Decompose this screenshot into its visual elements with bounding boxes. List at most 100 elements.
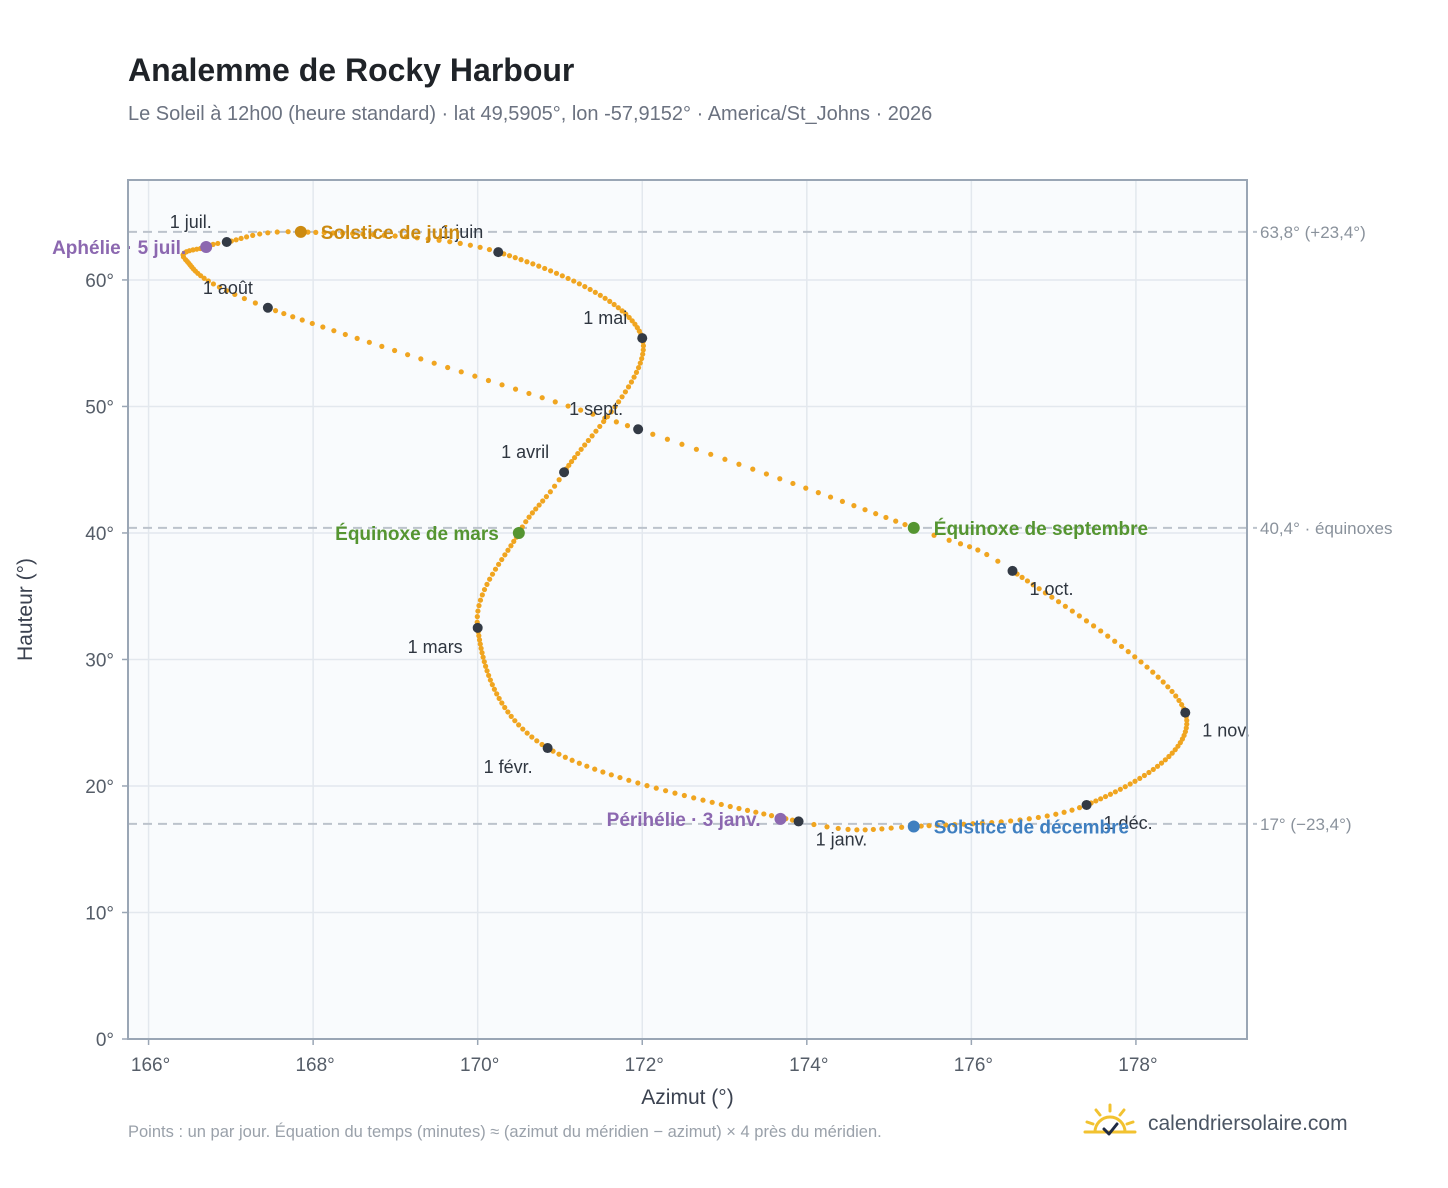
daily-sun-point <box>547 489 553 495</box>
daily-sun-point <box>499 382 505 388</box>
daily-sun-point <box>492 566 499 572</box>
daily-sun-point <box>491 686 497 692</box>
daily-sun-point <box>879 826 885 832</box>
daily-sun-point <box>862 827 868 833</box>
daily-sun-point <box>873 511 879 517</box>
daily-sun-point <box>216 284 223 290</box>
daily-sun-point <box>405 352 411 358</box>
daily-sun-point <box>565 403 571 409</box>
daily-sun-point <box>709 799 715 805</box>
daily-sun-point <box>457 240 463 246</box>
event-markers: Solstice de juin Solstice de décembre Équi… <box>52 223 1148 839</box>
brand[interactable]: calendriersolaire.com <box>1082 1103 1348 1144</box>
y-axis-ticks: 0° 10° 20° 30° 40° 50° 60° <box>85 271 128 1051</box>
daily-sun-point <box>952 822 958 828</box>
daily-sun-point <box>1173 693 1179 699</box>
daily-sun-point <box>984 551 990 558</box>
daily-sun-point <box>481 659 487 665</box>
daily-sun-point <box>597 423 603 430</box>
daily-sun-point <box>1062 603 1068 609</box>
daily-sun-point <box>1169 750 1175 756</box>
month-marker-dot <box>221 236 232 247</box>
daily-sun-point <box>845 826 851 832</box>
daily-sun-point <box>650 431 656 437</box>
daily-sun-point <box>592 766 598 772</box>
daily-sun-point <box>321 230 327 236</box>
daily-sun-point <box>851 503 857 509</box>
daily-sun-point <box>215 240 221 247</box>
daily-sun-point <box>499 700 505 706</box>
month-marker-label: 1 avril <box>501 442 549 462</box>
daily-sun-point <box>626 314 632 321</box>
daily-sun-point <box>533 506 539 512</box>
daily-sun-point <box>418 356 424 362</box>
daily-sun-point <box>597 292 603 298</box>
daily-sun-point <box>622 389 629 395</box>
reference-line-label: 17° (−23,4°) <box>1260 815 1352 834</box>
month-marker-dot <box>559 467 570 478</box>
daily-sun-point <box>571 278 577 284</box>
daily-sun-point <box>1122 784 1128 790</box>
daily-sun-point <box>530 261 536 267</box>
month-marker-label: 1 sept. <box>569 399 623 419</box>
daily-sun-point <box>524 259 530 265</box>
x-tick-label: 176° <box>954 1055 993 1076</box>
daily-sun-point <box>640 351 646 357</box>
daily-sun-point <box>511 538 517 544</box>
daily-sun-point <box>1061 809 1067 815</box>
daily-sun-point <box>403 234 409 240</box>
daily-sun-point <box>506 253 513 259</box>
daily-sun-point <box>626 777 632 783</box>
daily-sun-point <box>1112 638 1118 644</box>
daily-sun-point <box>1069 608 1075 614</box>
daily-sun-point <box>640 347 646 353</box>
month-marker-label: 1 juil. <box>170 212 212 232</box>
daily-sun-point <box>331 328 337 334</box>
daily-sun-point <box>883 514 889 521</box>
event-marker-dot <box>907 820 920 833</box>
daily-sun-point <box>313 229 319 235</box>
daily-sun-point <box>205 278 211 284</box>
daily-sun-point <box>582 442 588 448</box>
daily-sun-point <box>608 772 614 778</box>
daily-sun-point <box>1150 766 1156 773</box>
month-marker-dot <box>493 247 504 258</box>
daily-sun-point <box>1076 805 1083 811</box>
daily-sun-point <box>862 507 868 513</box>
daily-sun-point <box>918 823 924 829</box>
daily-sun-point <box>342 331 348 338</box>
daily-sun-point <box>539 395 545 401</box>
daily-sun-point <box>1055 599 1062 605</box>
month-marker-dot <box>637 333 648 344</box>
month-marker-dot <box>633 424 644 435</box>
month-marker-label: 1 mars <box>408 637 463 657</box>
chart-subtitle: Le Soleil à 12h00 (heure standard) · lat… <box>128 103 933 125</box>
daily-sun-point <box>582 283 588 290</box>
month-marker-label: 1 févr. <box>484 757 533 777</box>
x-tick-label: 166° <box>131 1055 170 1076</box>
brand-name[interactable]: calendriersolaire.com <box>1148 1112 1348 1135</box>
event-marker-label: Solstice de juin <box>321 223 460 244</box>
daily-sun-point <box>578 446 584 452</box>
daily-sun-point <box>569 757 575 763</box>
daily-sun-point <box>543 494 550 500</box>
daily-sun-point <box>629 318 635 324</box>
daily-sun-point <box>1008 818 1014 824</box>
y-tick-label: 40° <box>85 524 114 545</box>
daily-sun-point <box>750 466 756 472</box>
month-marker-dot <box>262 302 273 313</box>
daily-sun-point <box>815 490 821 496</box>
daily-sun-point <box>631 374 637 380</box>
daily-sun-point <box>1035 814 1041 821</box>
daily-sun-point <box>1150 669 1156 675</box>
daily-sun-point <box>653 785 659 791</box>
daily-sun-point <box>477 641 483 647</box>
event-marker-dot <box>200 241 213 254</box>
reference-line-label: 63,8° (+23,4°) <box>1260 223 1366 242</box>
daily-sun-point <box>340 230 346 236</box>
daily-sun-point <box>970 821 976 827</box>
daily-sun-point <box>566 462 572 468</box>
daily-sun-point <box>1098 628 1104 634</box>
daily-sun-point <box>252 300 258 306</box>
daily-sun-point <box>480 654 486 660</box>
